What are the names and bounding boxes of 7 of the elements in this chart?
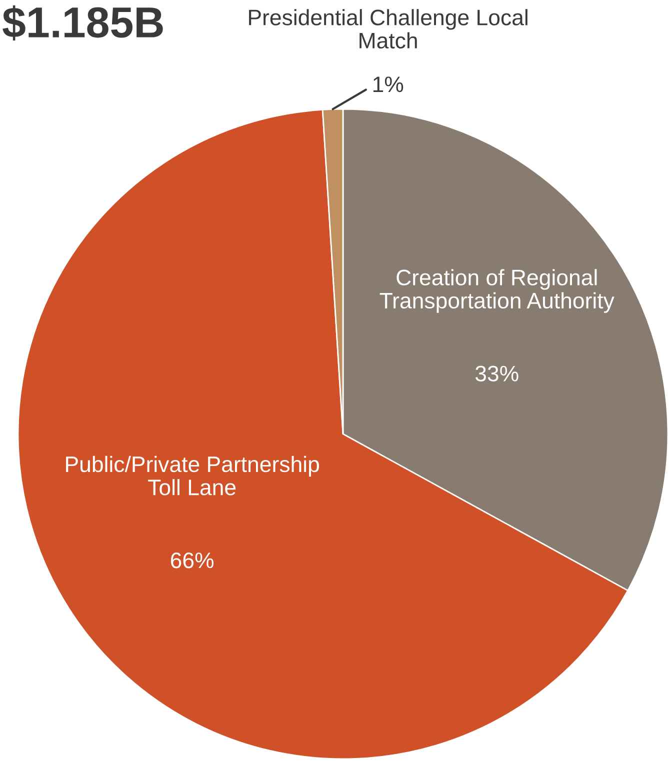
- slice-label: Public/Private Partnership Toll Lane: [66, 456, 319, 496]
- slice-label: Creation of Regional Transportation Authority: [380, 269, 614, 313]
- chart-title: $1.185B: [2, 5, 163, 40]
- data-label: 66%: [170, 552, 214, 568]
- data-label: 33%: [475, 366, 518, 382]
- slice-label: Presidential Challenge Local Match: [249, 9, 528, 49]
- data-label: 1%: [373, 76, 404, 92]
